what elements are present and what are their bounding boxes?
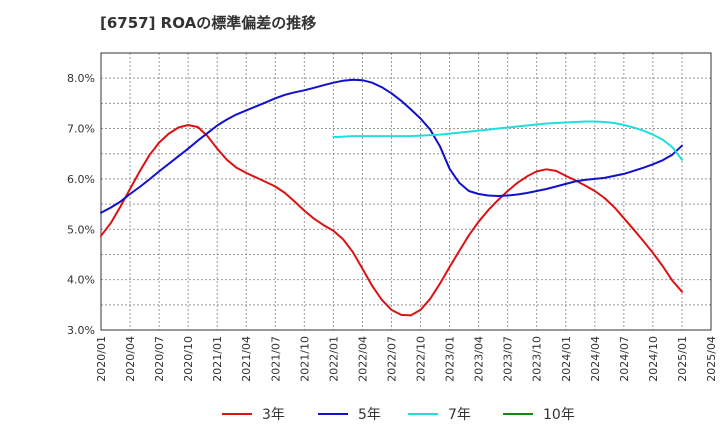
- series-line-3: [332, 120, 683, 161]
- x-tick-label: 2021/04: [240, 336, 253, 382]
- x-tick-label: 2021/01: [211, 336, 224, 382]
- x-tick-label: 2024/04: [589, 336, 602, 382]
- x-tick-label: 2023/04: [473, 336, 486, 382]
- x-tick-label: 2024/07: [618, 336, 631, 382]
- chart-title: [6757] ROAの標準偏差の推移: [100, 14, 317, 32]
- plot-frame: [100, 52, 712, 331]
- series-line-2: [100, 78, 683, 214]
- plot-area: [101, 53, 711, 330]
- y-tick-label: 6.0%: [67, 173, 95, 186]
- y-tick-label: 5.0%: [67, 223, 95, 236]
- x-tick-label: 2022/07: [385, 336, 398, 382]
- series-line-1: [100, 124, 683, 317]
- x-tick-label: 2025/04: [705, 336, 718, 382]
- x-tick-label: 2020/04: [124, 336, 137, 382]
- legend-label: 3年: [262, 407, 285, 423]
- x-tick-label: 2023/07: [502, 336, 515, 382]
- x-tick-label: 2024/01: [560, 336, 573, 382]
- x-tick-label: 2022/04: [356, 336, 369, 382]
- x-tick-label: 2020/07: [153, 336, 166, 382]
- x-tick-label: 2021/07: [269, 336, 282, 382]
- legend-label: 7年: [448, 407, 471, 423]
- x-tick-label: 2020/10: [182, 336, 195, 382]
- y-tick-label: 3.0%: [67, 324, 95, 337]
- x-tick-label: 2022/01: [327, 336, 340, 382]
- x-tick-label: 2024/10: [647, 336, 660, 382]
- y-tick-label: 8.0%: [67, 72, 95, 85]
- x-tick-label: 2022/10: [415, 336, 428, 382]
- x-tick-label: 2021/10: [298, 336, 311, 382]
- y-tick-label: 4.0%: [67, 274, 95, 287]
- x-tick-label: 2023/10: [531, 336, 544, 382]
- x-tick-label: 2025/01: [676, 336, 689, 382]
- legend-label: 5年: [358, 407, 381, 423]
- legend-label: 10年: [543, 407, 575, 423]
- y-tick-label: 7.0%: [67, 123, 95, 136]
- x-tick-label: 2023/01: [444, 336, 457, 382]
- x-tick-label: 2020/01: [95, 336, 108, 382]
